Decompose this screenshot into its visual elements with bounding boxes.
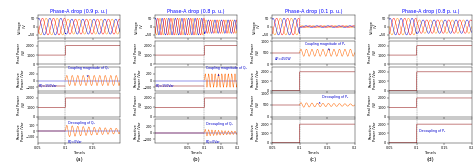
Y-axis label: Reactive
Power /Var: Reactive Power /Var — [16, 69, 25, 88]
Text: (c): (c) — [310, 157, 317, 162]
Title: Phase-A drop (0.1 p. u.): Phase-A drop (0.1 p. u.) — [284, 9, 342, 14]
Y-axis label: Real Power
/W: Real Power /W — [134, 43, 143, 63]
Text: δQ=150Var: δQ=150Var — [155, 83, 174, 87]
Y-axis label: Reactive
Power /Var: Reactive Power /Var — [133, 69, 142, 88]
Y-axis label: Reactive
Power /Var: Reactive Power /Var — [251, 121, 260, 141]
X-axis label: Time/s: Time/s — [190, 151, 202, 155]
Y-axis label: Real Power
/W: Real Power /W — [17, 95, 26, 115]
Title: Phase-A drop (0.8 p. u.): Phase-A drop (0.8 p. u.) — [401, 9, 459, 14]
Text: Coupling magnitude of P₂: Coupling magnitude of P₂ — [305, 42, 346, 50]
Title: Phase-A drop (0.8 p. u.): Phase-A drop (0.8 p. u.) — [167, 9, 225, 14]
Text: ΔP=450W: ΔP=450W — [275, 57, 292, 61]
Y-axis label: Voltage
/V: Voltage /V — [370, 20, 378, 34]
Y-axis label: Reactive
Power /Var: Reactive Power /Var — [133, 121, 142, 141]
Text: Decoupling of P₂: Decoupling of P₂ — [419, 128, 446, 133]
Text: Coupling magnitude of Q₂: Coupling magnitude of Q₂ — [68, 66, 109, 77]
Y-axis label: Real Power
/W: Real Power /W — [368, 95, 377, 115]
X-axis label: Time/s: Time/s — [73, 151, 85, 155]
Y-axis label: Reactive
Power /Var: Reactive Power /Var — [368, 69, 377, 88]
Y-axis label: Reactive
Power /Var: Reactive Power /Var — [251, 69, 260, 88]
Text: Decoupling of Q₂: Decoupling of Q₂ — [68, 121, 95, 125]
Text: (b): (b) — [192, 157, 200, 162]
X-axis label: Time/s: Time/s — [424, 151, 437, 155]
Y-axis label: Voltage
/V: Voltage /V — [136, 20, 144, 34]
Y-axis label: Voltage
/V: Voltage /V — [253, 20, 261, 34]
X-axis label: Time/s: Time/s — [307, 151, 319, 155]
Y-axis label: Real Power
/W: Real Power /W — [251, 95, 260, 115]
Text: δQ=0Var: δQ=0Var — [206, 139, 220, 143]
Text: (a): (a) — [75, 157, 83, 162]
Y-axis label: Reactive
Power /Var: Reactive Power /Var — [16, 121, 25, 141]
Text: δQ=150Var: δQ=150Var — [39, 83, 58, 87]
Text: δQ=0Var: δQ=0Var — [68, 139, 82, 143]
Text: Coupling magnitude of Q₂: Coupling magnitude of Q₂ — [206, 66, 247, 76]
Y-axis label: Voltage
/V: Voltage /V — [18, 20, 27, 34]
Text: Decoupling of Q₂: Decoupling of Q₂ — [206, 122, 233, 126]
Y-axis label: Real Power
/W: Real Power /W — [17, 43, 26, 63]
Y-axis label: Real Power
/W: Real Power /W — [251, 43, 260, 63]
Text: Decoupling of P₂: Decoupling of P₂ — [319, 95, 348, 103]
Y-axis label: Real Power
/W: Real Power /W — [368, 43, 377, 63]
Y-axis label: Reactive
Power /Var: Reactive Power /Var — [368, 121, 377, 141]
Title: Phase-A drop (0.9 p. u.): Phase-A drop (0.9 p. u.) — [50, 9, 108, 14]
Text: (d): (d) — [427, 157, 434, 162]
Y-axis label: Real Power
/W: Real Power /W — [134, 95, 143, 115]
